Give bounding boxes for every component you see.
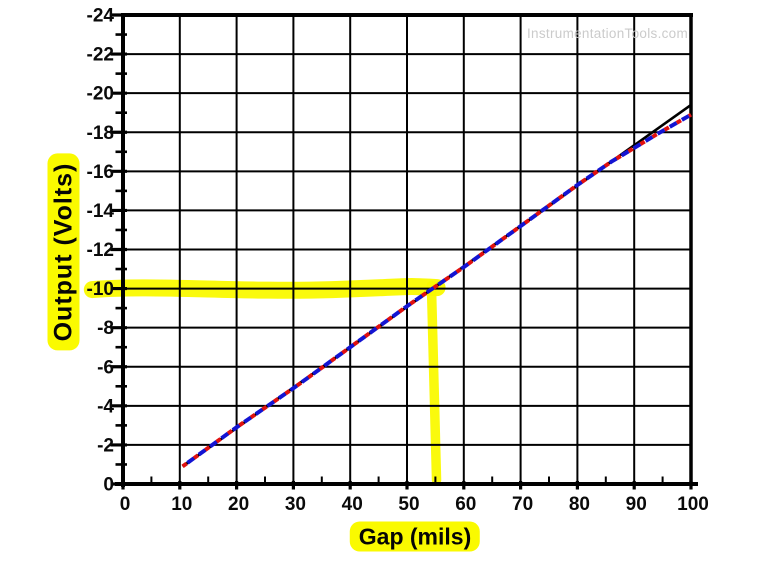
x-tick-label: 40 <box>342 494 363 515</box>
x-axis-label: Gap (mils) <box>349 521 481 552</box>
y-tick-label: -8 <box>97 318 114 339</box>
x-tick-label: 100 <box>677 494 709 515</box>
y-axis-label-text: Output (Volts) <box>49 162 78 342</box>
y-tick-label: -2 <box>97 435 114 456</box>
y-axis-label-highlight: Output (Volts) <box>47 153 80 351</box>
x-axis-label-text: Gap (mils) <box>358 523 472 550</box>
series-measured-probe-response-red-dashes <box>181 112 692 469</box>
highlight-vertical-at-55-mils <box>426 280 442 485</box>
watermark: InstrumentationTools.com <box>527 26 689 41</box>
x-tick-label: 10 <box>171 494 192 515</box>
x-tick-label: 30 <box>285 494 306 515</box>
y-tick-label: -22 <box>87 45 114 66</box>
y-tick-label: -16 <box>87 162 114 183</box>
x-tick-label: 50 <box>398 494 419 515</box>
y-tick-label: -10 <box>87 279 114 300</box>
y-tick-label: -24 <box>87 6 115 27</box>
x-tick-label: 90 <box>626 494 647 515</box>
series-measured-probe-response-blue-dashes <box>181 112 692 469</box>
x-axis-label-highlight: Gap (mils) <box>349 521 481 552</box>
y-tick-label: -18 <box>87 123 114 144</box>
x-tick-label: 60 <box>455 494 476 515</box>
x-tick-label: 20 <box>228 494 249 515</box>
y-tick-label: -4 <box>97 396 114 417</box>
y-tick-label: -20 <box>87 84 114 105</box>
x-tick-label: 0 <box>120 494 131 515</box>
x-tick-label: 80 <box>569 494 590 515</box>
y-axis-label: Output (Volts) <box>47 153 80 351</box>
y-tick-label: 0 <box>103 475 114 496</box>
x-tick-label: 70 <box>512 494 533 515</box>
y-tick-label: -12 <box>87 240 114 261</box>
y-tick-label: -6 <box>97 357 114 378</box>
y-tick-label: -14 <box>87 201 115 222</box>
